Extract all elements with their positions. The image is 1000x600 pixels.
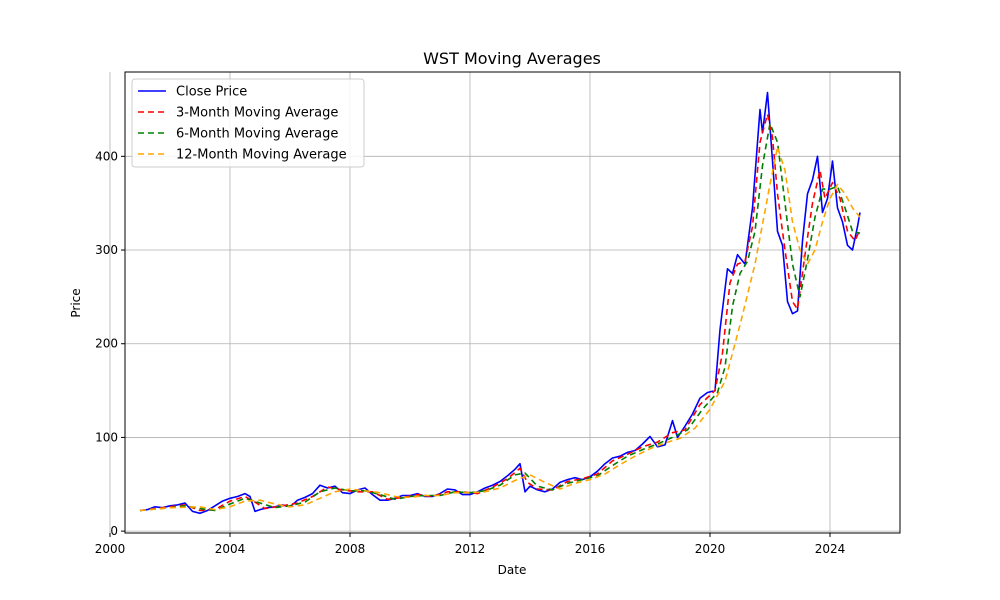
x-tick-label: 2004 <box>215 542 246 556</box>
series-line-2 <box>139 113 861 512</box>
x-axis: 2000 2004 2008 2012 2016 2020 2024 <box>95 533 846 556</box>
legend-label-2: 3-Month Moving Average <box>176 106 338 121</box>
plot-frame <box>124 71 901 534</box>
x-axis-title: Date <box>498 563 527 577</box>
y-axis: 0 100 200 300 400 <box>95 149 125 538</box>
series-line-3 <box>139 122 861 512</box>
y-tick-label: 0 <box>110 524 118 538</box>
x-tick-label: 2012 <box>455 542 486 556</box>
legend-label-4: 12-Month Moving Average <box>176 148 347 163</box>
legend-label-1: Close Price <box>176 85 247 100</box>
legend-label-3: 6-Month Moving Average <box>176 127 338 142</box>
y-tick-label: 200 <box>95 337 118 351</box>
legend: Close Price 3-Month Moving Average 6-Month… <box>131 78 365 168</box>
legend-box <box>131 78 365 168</box>
series-layer <box>139 91 861 515</box>
chart-title: WST Moving Averages <box>423 49 601 68</box>
x-tick-label: 2016 <box>575 542 606 556</box>
x-tick-label: 2024 <box>815 542 846 556</box>
y-tick-label: 300 <box>95 243 118 257</box>
y-tick-label: 400 <box>95 149 118 163</box>
x-tick-label: 2000 <box>95 542 126 556</box>
x-tick-label: 2020 <box>695 542 726 556</box>
y-tick-label: 100 <box>95 430 118 444</box>
x-tick-label: 2008 <box>335 542 366 556</box>
y-axis-title: Price <box>69 288 83 317</box>
series-line-4 <box>139 146 861 512</box>
